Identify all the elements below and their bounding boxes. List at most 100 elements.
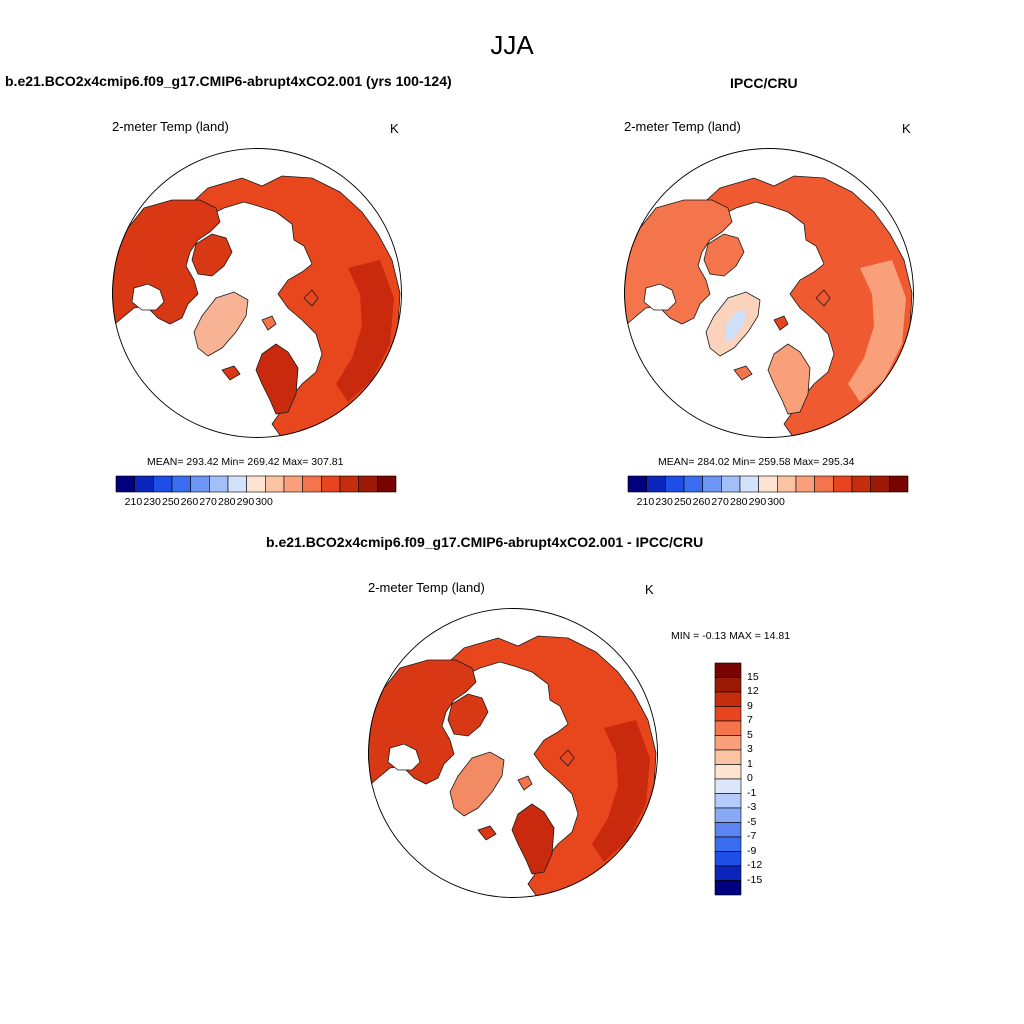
colorbar-box	[665, 475, 685, 493]
colorbar-box	[714, 880, 742, 896]
colorbar-box	[227, 475, 247, 493]
colorbar-box	[833, 475, 853, 493]
colorbar-box	[721, 475, 741, 493]
americas-west-band	[628, 238, 654, 298]
model-variable-label: 2-meter Temp (land)	[112, 119, 229, 134]
diff-stats: MIN = -0.13 MAX = 14.81	[671, 630, 791, 642]
colorbar-box	[889, 475, 909, 493]
colorbar-box	[714, 851, 742, 867]
colorbar-box	[377, 475, 397, 493]
colorbar-box	[714, 865, 742, 881]
colorbar-tick-label: -15	[747, 873, 763, 886]
svalbard-shape	[517, 775, 533, 791]
colorbar-box	[714, 691, 742, 707]
colorbar-tick-label: -12	[747, 859, 763, 871]
season-title: JJA	[490, 30, 534, 60]
colorbar-tick-label: 260	[692, 496, 711, 508]
map-boundary-circle	[368, 608, 658, 898]
colorbar-box	[714, 822, 742, 838]
obs-units-label: K	[902, 121, 911, 136]
colorbar-box	[714, 764, 742, 780]
diff-colorbar	[714, 662, 742, 896]
eurasia-interior-band	[848, 260, 906, 402]
colorbar-box	[702, 475, 722, 493]
archipelago-shape	[447, 693, 489, 737]
model-stats: MEAN= 293.42 Min= 269.42 Max= 307.81	[147, 456, 344, 468]
archipelago-shape	[703, 233, 745, 277]
obs-stats: MEAN= 284.02 Min= 259.58 Max= 295.34	[658, 456, 855, 468]
obs-polar-map	[624, 148, 914, 438]
archipelago-shape	[191, 233, 233, 277]
obs-case-title: IPCC/CRU	[730, 75, 798, 91]
iceland-shape	[477, 825, 497, 841]
colorbar-tick-label: 1	[747, 757, 753, 770]
hudson-shape	[387, 743, 421, 771]
colorbar-box	[646, 475, 666, 493]
colorbar-tick-label: -1	[747, 786, 757, 799]
map-boundary-circle	[112, 148, 402, 438]
diff-variable-label: 2-meter Temp (land)	[368, 580, 485, 595]
colorbar-tick-label: 270	[711, 496, 729, 508]
obs-colorbar	[627, 475, 909, 493]
diff-case-title: b.e21.BCO2x4cmip6.f09_g17.CMIP6-abrupt4x…	[266, 534, 704, 550]
colorbar-box	[714, 720, 742, 736]
greenland-ice-core	[726, 310, 746, 342]
colorbar-tick-label: 250	[674, 496, 692, 508]
colorbar-box	[714, 749, 742, 765]
colorbar-box	[870, 475, 890, 493]
colorbar-tick-label: 0	[747, 772, 753, 784]
colorbar-tick-label: 250	[162, 496, 180, 508]
colorbar-box	[714, 793, 742, 809]
colorbar-box	[321, 475, 341, 493]
novaya-shape	[303, 289, 319, 307]
colorbar-box	[627, 475, 647, 493]
colorbar-box	[714, 677, 742, 693]
colorbar-tick-label: -9	[747, 844, 757, 857]
scandi-shape	[767, 343, 811, 415]
colorbar-tick-label: 15	[747, 670, 759, 683]
hudson-shape	[131, 283, 165, 311]
americas-west-band	[116, 238, 142, 298]
colorbar-box	[209, 475, 229, 493]
diff-units-label: K	[645, 582, 654, 597]
obs-variable-label: 2-meter Temp (land)	[624, 119, 741, 134]
colorbar-tick-label: 300	[767, 496, 785, 508]
diff-polar-map	[368, 608, 658, 898]
colorbar-tick-label: 270	[199, 496, 217, 508]
colorbar-box	[153, 475, 173, 493]
americas-west-band	[372, 698, 398, 758]
model-polar-map	[112, 148, 402, 438]
colorbar-box	[246, 475, 266, 493]
colorbar-tick-label: 9	[747, 699, 753, 712]
colorbar-tick-label: 260	[180, 496, 199, 508]
model-case-title: b.e21.BCO2x4cmip6.f09_g17.CMIP6-abrupt4x…	[5, 73, 452, 89]
colorbar-tick-label: 290	[236, 496, 255, 508]
colorbar-box	[739, 475, 759, 493]
colorbar-box	[714, 735, 742, 751]
iceland-shape	[733, 365, 753, 381]
colorbar-box	[339, 475, 359, 493]
colorbar-tick-label: 290	[748, 496, 767, 508]
colorbar-box	[795, 475, 815, 493]
colorbar-tick-label: 230	[143, 496, 161, 508]
colorbar-tick-label: 280	[730, 496, 748, 508]
colorbar-box	[777, 475, 797, 493]
greenland-shape	[449, 751, 505, 817]
model-units-label: K	[390, 121, 399, 136]
map-boundary-circle	[624, 148, 914, 438]
colorbar-box	[171, 475, 191, 493]
colorbar-box	[358, 475, 378, 493]
colorbar-tick-label: 230	[655, 496, 673, 508]
colorbar-box	[814, 475, 834, 493]
colorbar-tick-label: 210	[124, 496, 143, 508]
eurasia-interior-band	[336, 260, 394, 402]
colorbar-box	[758, 475, 778, 493]
colorbar-tick-label: 12	[747, 685, 759, 697]
colorbar-box	[714, 662, 742, 678]
colorbar-box	[714, 778, 742, 794]
colorbar-tick-label: -7	[747, 830, 757, 842]
colorbar-box	[714, 706, 742, 722]
colorbar-box	[302, 475, 322, 493]
scandi-shape	[511, 803, 555, 875]
colorbar-box	[714, 836, 742, 852]
